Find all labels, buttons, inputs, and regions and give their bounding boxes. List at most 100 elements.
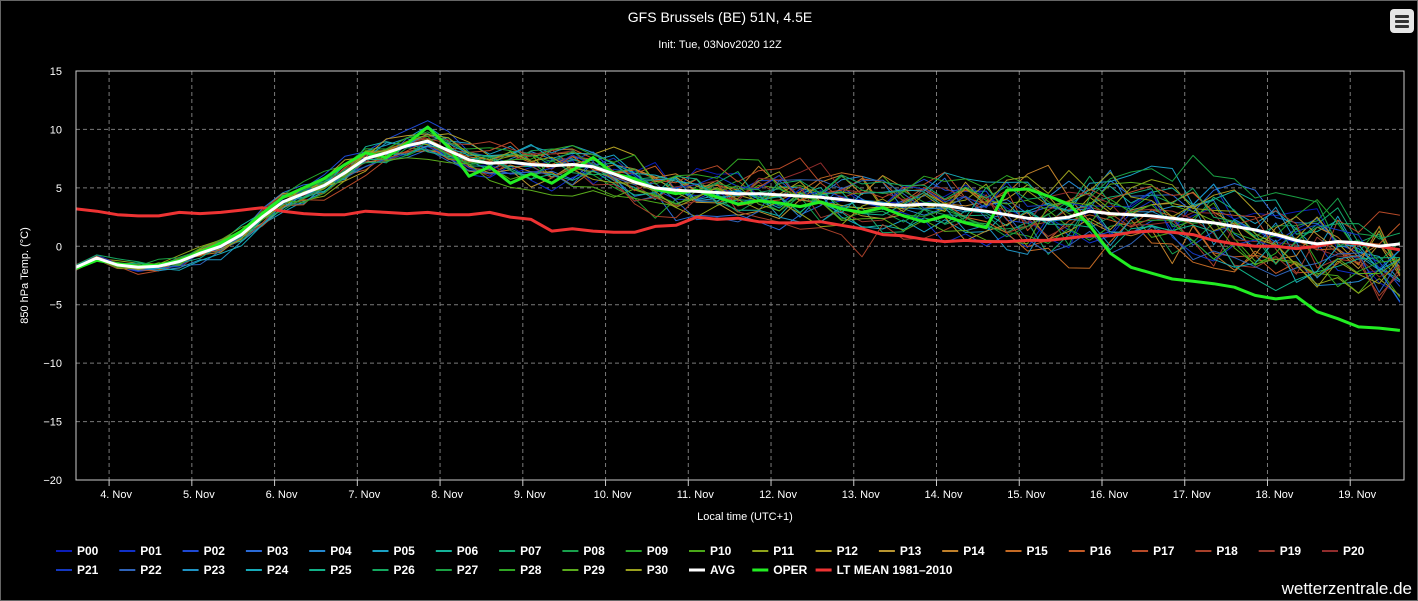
- legend-label: P26: [394, 563, 416, 577]
- legend-item-p06[interactable]: P06: [435, 544, 479, 558]
- ltmean-line: [76, 206, 1401, 252]
- legend-item-p30[interactable]: P30: [625, 563, 669, 577]
- legend-label: P08: [583, 544, 605, 558]
- legend-label: P28: [520, 563, 542, 577]
- legend-item-p16[interactable]: P16: [1068, 544, 1112, 558]
- x-tick-label: 8. Nov: [431, 489, 463, 501]
- legend-label: P06: [457, 544, 479, 558]
- legend-label: P19: [1280, 544, 1302, 558]
- legend-label: P14: [963, 544, 985, 558]
- y-tick-label: −20: [43, 475, 62, 487]
- legend-label: AVG: [710, 563, 735, 577]
- legend-item-p17[interactable]: P17: [1132, 544, 1175, 558]
- legend-label: P05: [394, 544, 416, 558]
- x-tick-label: 19. Nov: [1338, 489, 1376, 501]
- legend-label: P12: [837, 544, 859, 558]
- legend-label: P04: [330, 544, 352, 558]
- x-tick-label: 5. Nov: [183, 489, 215, 501]
- x-tick-label: 6. Nov: [266, 489, 298, 501]
- legend-item-p27[interactable]: P27: [435, 563, 479, 577]
- x-tick-label: 15. Nov: [1007, 489, 1045, 501]
- legend-item-p02[interactable]: P02: [182, 544, 226, 558]
- legend-label: P15: [1027, 544, 1049, 558]
- legend-label: P21: [77, 563, 99, 577]
- y-axis-title: 850 hPa Temp. (°C): [19, 227, 31, 324]
- legend-item-p08[interactable]: P08: [562, 544, 605, 558]
- member-line-p30: [76, 134, 1401, 288]
- legend-label: P30: [647, 563, 669, 577]
- legend-label: P07: [520, 544, 542, 558]
- legend-label: P29: [583, 563, 605, 577]
- member-line-p09: [76, 145, 1401, 274]
- x-tick-label: 11. Nov: [677, 489, 715, 501]
- legend-item-p15[interactable]: P15: [1005, 544, 1049, 558]
- avg-line: [76, 139, 1401, 269]
- legend-item-p05[interactable]: P05: [372, 544, 416, 558]
- legend-item-p11[interactable]: P11: [752, 544, 794, 558]
- legend-item-p00[interactable]: P00: [56, 544, 99, 558]
- legend-item-p25[interactable]: P25: [309, 563, 352, 577]
- member-line-p28: [76, 135, 1400, 288]
- x-tick-label: 4. Nov: [100, 489, 132, 501]
- y-tick-label: 10: [50, 124, 62, 136]
- legend-label: P16: [1090, 544, 1112, 558]
- x-tick-label: 18. Nov: [1256, 489, 1294, 501]
- legend-item-p04[interactable]: P04: [309, 544, 352, 558]
- legend-label: P22: [140, 563, 162, 577]
- oper-line: [76, 125, 1401, 332]
- legend-item-p28[interactable]: P28: [499, 563, 542, 577]
- legend-item-p09[interactable]: P09: [625, 544, 669, 558]
- chart-subtitle: Init: Tue, 03Nov2020 12Z: [658, 39, 782, 51]
- chart-title: GFS Brussels (BE) 51N, 4.5E: [628, 9, 812, 25]
- legend-item-p10[interactable]: P10: [689, 544, 732, 558]
- x-tick-label: 12. Nov: [759, 489, 797, 501]
- x-tick-label: 17. Nov: [1173, 489, 1211, 501]
- legend-item-lt[interactable]: LT MEAN 1981–2010: [815, 563, 953, 577]
- legend-item-p03[interactable]: P03: [245, 544, 289, 558]
- y-tick-label: 15: [50, 66, 62, 78]
- legend-item-p21[interactable]: P21: [56, 563, 99, 577]
- legend-label: P13: [900, 544, 922, 558]
- y-tick-label: −15: [43, 417, 62, 429]
- legend-label: P27: [457, 563, 479, 577]
- legend-item-p14[interactable]: P14: [942, 544, 985, 558]
- legend-label: LT MEAN 1981–2010: [837, 563, 953, 577]
- legend-label: P02: [204, 544, 226, 558]
- legend-label: P01: [140, 544, 162, 558]
- legend-label: P23: [204, 563, 226, 577]
- x-tick-label: 16. Nov: [1090, 489, 1128, 501]
- hamburger-menu-icon[interactable]: [1390, 9, 1414, 33]
- legend-item-p12[interactable]: P12: [815, 544, 859, 558]
- y-tick-label: 5: [56, 183, 62, 195]
- series-group: [76, 120, 1401, 332]
- legend-item-avg[interactable]: AVG: [689, 563, 735, 577]
- x-tick-label: 10. Nov: [594, 489, 632, 501]
- legend-item-p26[interactable]: P26: [372, 563, 416, 577]
- legend-label: P20: [1343, 544, 1365, 558]
- legend-item-p29[interactable]: P29: [562, 563, 605, 577]
- legend-label: P17: [1153, 544, 1175, 558]
- site-credit: wetterzentrale.de: [1281, 579, 1412, 598]
- x-tick-label: 9. Nov: [514, 489, 546, 501]
- y-tick-label: 0: [56, 241, 62, 253]
- legend-label: P00: [77, 544, 99, 558]
- legend-item-p18[interactable]: P18: [1195, 544, 1238, 558]
- legend-item-oper[interactable]: OPER: [752, 563, 808, 577]
- legend-item-p01[interactable]: P01: [119, 544, 162, 558]
- legend-item-p19[interactable]: P19: [1258, 544, 1302, 558]
- legend-label: P24: [267, 563, 289, 577]
- y-tick-label: −5: [49, 300, 62, 312]
- legend-item-p07[interactable]: P07: [499, 544, 542, 558]
- legend-label: P03: [267, 544, 289, 558]
- legend-item-p22[interactable]: P22: [119, 563, 162, 577]
- legend-label: P18: [1216, 544, 1238, 558]
- legend-item-p13[interactable]: P13: [878, 544, 922, 558]
- legend-item-p23[interactable]: P23: [182, 563, 226, 577]
- legend-item-p20[interactable]: P20: [1322, 544, 1365, 558]
- y-tick-label: −10: [43, 358, 62, 370]
- plot-area-border: [75, 70, 1405, 481]
- legend-label: OPER: [773, 563, 807, 577]
- x-tick-label: 14. Nov: [925, 489, 963, 501]
- legend-item-p24[interactable]: P24: [245, 563, 289, 577]
